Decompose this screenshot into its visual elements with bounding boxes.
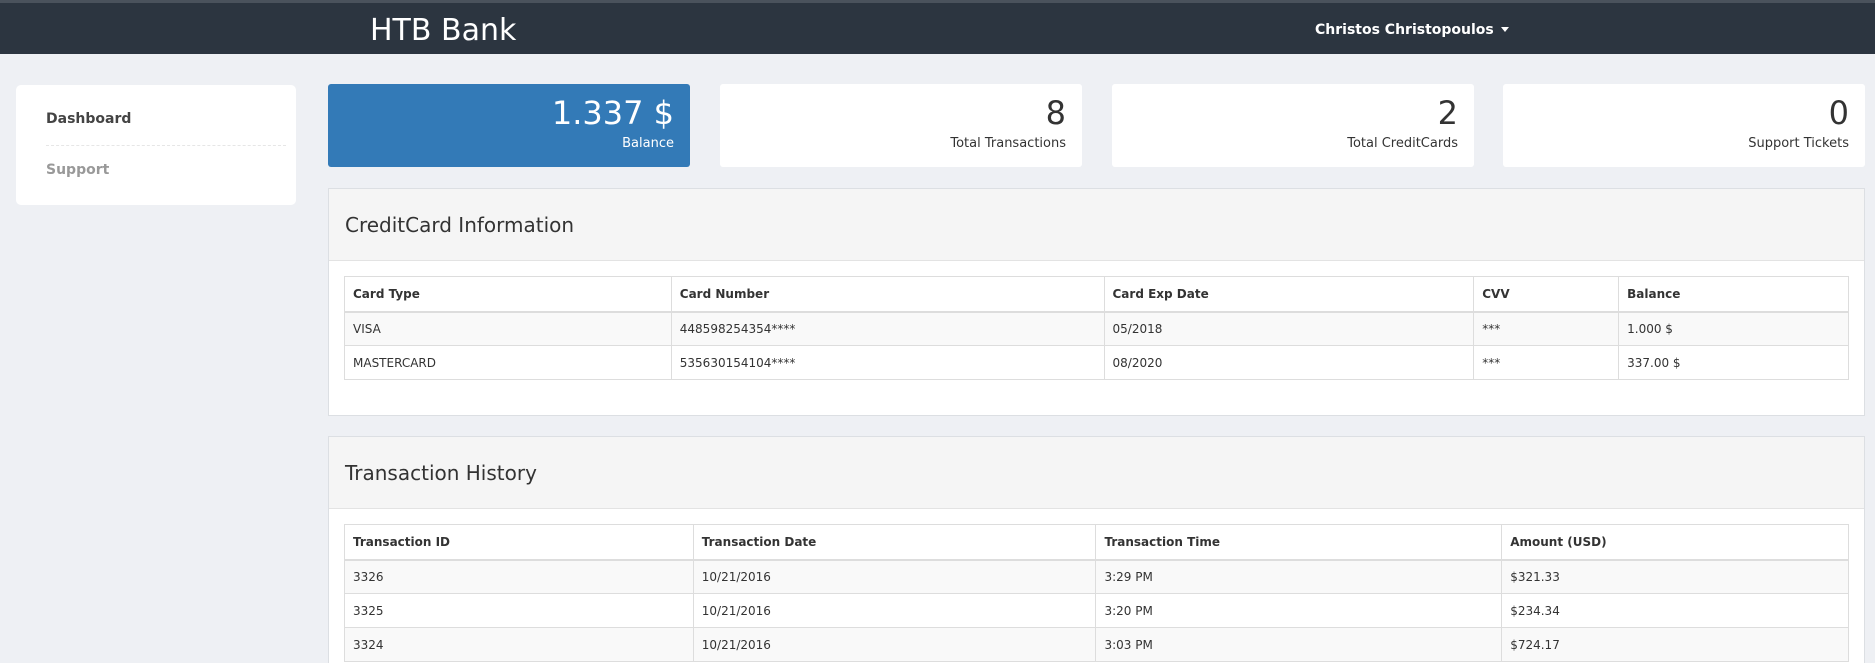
- table-row: 3324 10/21/2016 3:03 PM $724.17: [344, 627, 1849, 662]
- table-cell: MASTERCARD: [344, 345, 672, 380]
- sidebar-divider: [46, 145, 286, 146]
- column-header: Transaction Date: [692, 524, 1097, 561]
- table-row: 3326 10/21/2016 3:29 PM $321.33: [344, 559, 1849, 594]
- stat-label: Support Tickets: [1748, 136, 1849, 152]
- panel-header: Transaction History: [329, 437, 1864, 509]
- table-cell: 337.00 $: [1618, 345, 1849, 380]
- transaction-table: Transaction ID Transaction Date Transact…: [344, 524, 1849, 662]
- stat-label: Total Transactions: [950, 136, 1066, 152]
- table-row: 3325 10/21/2016 3:20 PM $234.34: [344, 593, 1849, 628]
- panel-header: CreditCard Information: [329, 189, 1864, 261]
- table-row: VISA 448598254354**** 05/2018 *** 1.000 …: [344, 311, 1849, 346]
- stat-card-balance: 1.337 $ Balance: [328, 84, 690, 167]
- column-header: CVV: [1473, 276, 1620, 313]
- brand-logo[interactable]: HTB Bank: [370, 13, 517, 48]
- table-cell: 08/2020: [1103, 345, 1475, 380]
- table-cell: ***: [1473, 311, 1620, 346]
- stat-value: 2: [1437, 94, 1458, 132]
- stat-card-transactions: 8 Total Transactions: [720, 84, 1082, 167]
- table-cell: 05/2018: [1103, 311, 1475, 346]
- stat-label: Balance: [622, 136, 674, 152]
- column-header: Transaction ID: [344, 524, 694, 561]
- column-header: Amount (USD): [1501, 524, 1849, 561]
- table-cell: $724.17: [1501, 627, 1849, 662]
- stat-card-creditcards: 2 Total CreditCards: [1112, 84, 1474, 167]
- sidebar-item-support[interactable]: Support: [46, 162, 110, 178]
- panel-title: CreditCard Information: [345, 213, 575, 237]
- stat-card-support-tickets: 0 Support Tickets: [1503, 84, 1865, 167]
- column-header: Card Number: [670, 276, 1105, 313]
- table-cell: 3324: [344, 627, 694, 662]
- column-header: Transaction Time: [1095, 524, 1503, 561]
- stat-label: Total CreditCards: [1347, 136, 1458, 152]
- table-header-row: Transaction ID Transaction Date Transact…: [344, 524, 1849, 561]
- creditcard-panel: CreditCard Information Card Type Card Nu…: [328, 188, 1865, 416]
- table-cell: $234.34: [1501, 593, 1849, 628]
- stat-value: 0: [1828, 94, 1849, 132]
- table-cell: 3326: [344, 559, 694, 594]
- panel-title: Transaction History: [345, 461, 537, 485]
- table-cell: ***: [1473, 345, 1620, 380]
- transaction-history-panel: Transaction History Transaction ID Trans…: [328, 436, 1865, 663]
- sidebar-item-dashboard[interactable]: Dashboard: [46, 111, 132, 127]
- caret-down-icon: [1500, 27, 1509, 32]
- table-cell: 10/21/2016: [692, 627, 1097, 662]
- stat-value: 1.337 $: [551, 94, 674, 132]
- table-cell: 3325: [344, 593, 694, 628]
- table-header-row: Card Type Card Number Card Exp Date CVV …: [344, 276, 1849, 313]
- stat-value: 8: [1045, 94, 1066, 132]
- table-cell: $321.33: [1501, 559, 1849, 594]
- table-row: MASTERCARD 535630154104**** 08/2020 *** …: [344, 345, 1849, 380]
- table-cell: 535630154104****: [670, 345, 1105, 380]
- sidebar: Dashboard Support: [16, 85, 296, 205]
- column-header: Card Type: [344, 276, 672, 313]
- creditcard-table: Card Type Card Number Card Exp Date CVV …: [344, 276, 1849, 380]
- table-cell: 3:29 PM: [1095, 559, 1503, 594]
- user-menu[interactable]: Christos Christopoulos: [1315, 22, 1509, 38]
- table-cell: 3:03 PM: [1095, 627, 1503, 662]
- column-header: Balance: [1618, 276, 1849, 313]
- user-name: Christos Christopoulos: [1315, 22, 1494, 38]
- table-cell: 10/21/2016: [692, 593, 1097, 628]
- table-cell: 3:20 PM: [1095, 593, 1503, 628]
- top-navbar: HTB Bank Christos Christopoulos: [0, 0, 1875, 54]
- table-cell: VISA: [344, 311, 672, 346]
- column-header: Card Exp Date: [1103, 276, 1475, 313]
- table-cell: 10/21/2016: [692, 559, 1097, 594]
- table-cell: 448598254354****: [670, 311, 1105, 346]
- table-cell: 1.000 $: [1618, 311, 1849, 346]
